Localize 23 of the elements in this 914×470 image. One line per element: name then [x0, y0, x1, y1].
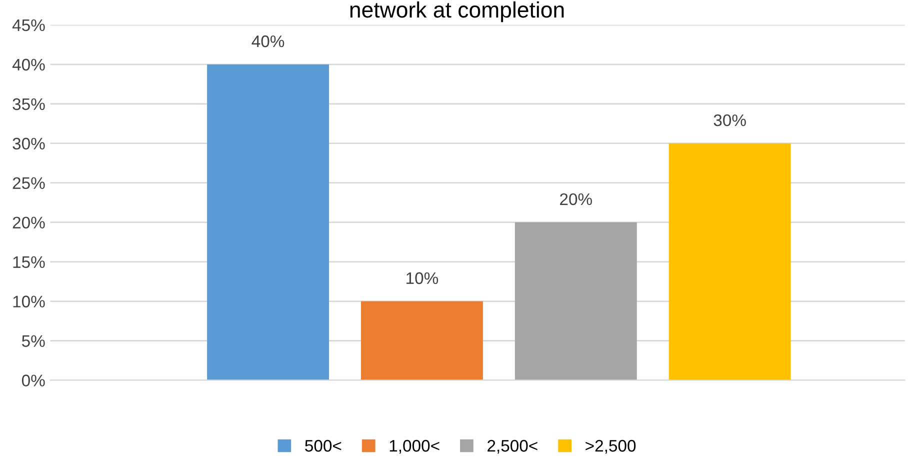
y-tick-label: 0% — [22, 374, 45, 386]
y-tick-label: 20% — [12, 216, 45, 229]
y-tick-label: 35% — [12, 98, 45, 110]
data-label: 20% — [560, 193, 592, 206]
bar — [360, 301, 483, 380]
legend-label: 1,000< — [390, 440, 440, 454]
bar — [668, 143, 791, 380]
y-tick-label: 45% — [12, 19, 45, 32]
legend-label: >2,500 — [586, 440, 636, 454]
data-label: 40% — [252, 35, 284, 48]
y-tick-label: 5% — [22, 335, 45, 347]
data-label: 30% — [714, 114, 746, 126]
legend-label: 2,500< — [488, 440, 538, 454]
bar — [207, 64, 330, 380]
y-tick-label: 10% — [13, 296, 45, 308]
bar — [514, 222, 637, 380]
y-tick-label: 30% — [12, 138, 45, 150]
legend-label: 500< — [305, 440, 342, 452]
y-tick-label: 15% — [13, 256, 45, 268]
y-tick-label: 25% — [12, 177, 45, 190]
chart-title: network at completion — [350, 1, 564, 22]
data-label: 10% — [406, 272, 438, 284]
y-tick-label: 40% — [12, 58, 45, 71]
